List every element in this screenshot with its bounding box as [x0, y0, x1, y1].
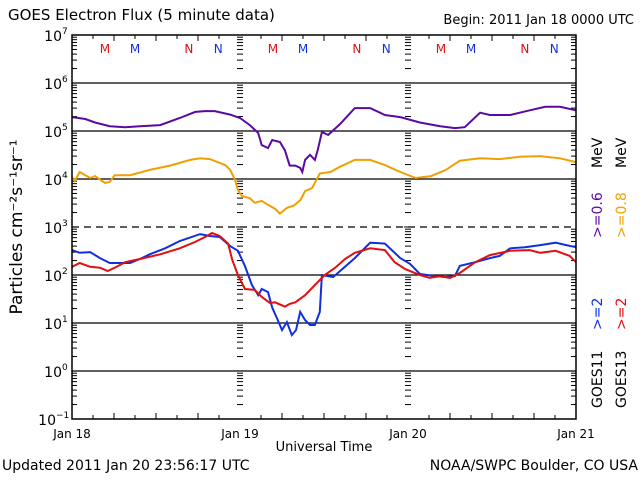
y-tick-base: 10: [38, 413, 56, 429]
x-tick-label: Jan 21: [556, 427, 595, 441]
legend-2-label: >=2: [614, 298, 630, 330]
y-tick-label: 10 −1: [38, 411, 69, 429]
chart-title: GOES Electron Flux (5 minute data): [8, 6, 275, 24]
y-tick-exponent: 2: [62, 267, 68, 277]
series-line-goes11-2-mev: [71, 233, 577, 338]
data-series: [71, 105, 577, 338]
y-tick-exponent: −1: [56, 411, 69, 421]
y-tick-label: 10 5: [44, 123, 68, 141]
y-tick-base: 10: [44, 125, 62, 141]
x-tick-label: Jan 20: [388, 427, 427, 441]
marker-n: N: [184, 42, 193, 56]
y-tick-exponent: 1: [62, 315, 68, 325]
marker-m: M: [466, 42, 476, 56]
marker-m: M: [298, 42, 308, 56]
marker-n: N: [550, 42, 559, 56]
marker-n: N: [520, 42, 529, 56]
y-tick-exponent: 0: [62, 363, 68, 373]
y-tick-base: 10: [44, 365, 62, 381]
marker-m: M: [436, 42, 446, 56]
begin-time: Begin: 2011 Jan 18 0000 UTC: [443, 13, 634, 28]
y-tick-label: 10 4: [44, 171, 68, 189]
y-tick-exponent: 3: [62, 219, 68, 229]
x-axis-label: Universal Time: [276, 440, 373, 455]
marker-n: N: [214, 42, 223, 56]
y-tick-base: 10: [44, 269, 62, 285]
y-tick-exponent: 6: [62, 75, 68, 85]
y-tick-label: 10 3: [44, 219, 68, 237]
y-tick-exponent: 5: [62, 123, 68, 133]
legend-06-label: >=0.6: [590, 192, 606, 238]
y-axis-label: Particles cm⁻²s⁻¹sr⁻¹: [7, 139, 27, 314]
legend: GOES11 >=2 >=0.6 MeV GOES13 >=2 >=0.8 MeV: [590, 137, 630, 408]
x-tick-labels: Jan 18 Jan 19 Jan 20 Jan 21: [52, 427, 595, 441]
x-tick-label: Jan 19: [220, 427, 259, 441]
marker-m: M: [130, 42, 140, 56]
x-tick-label: Jan 18: [52, 427, 91, 441]
legend-goes13-label: GOES13: [614, 351, 630, 408]
legend-goes11-label: GOES11: [590, 351, 606, 408]
y-tick-label: 10 7: [44, 27, 68, 45]
y-tick-base: 10: [44, 173, 62, 189]
y-tick-base: 10: [44, 221, 62, 237]
legend-08-label: >=0.8: [614, 192, 630, 238]
marker-m: M: [100, 42, 110, 56]
legend-2-label: >=2: [590, 298, 606, 330]
y-tick-exponent: 7: [62, 27, 68, 37]
series-line-goes13-2-mev: [71, 231, 577, 308]
marker-n: N: [352, 42, 361, 56]
y-tick-label: 10 1: [44, 315, 68, 333]
series-line-goes11-0-6-mev: [71, 105, 577, 175]
updated-time: Updated 2011 Jan 20 23:56:17 UTC: [2, 458, 250, 474]
marker-n: N: [382, 42, 391, 56]
legend-mev-label: MeV: [614, 137, 630, 168]
y-tick-label: 10 2: [44, 267, 68, 285]
y-tick-exponent: 4: [62, 171, 68, 181]
series-line-goes13-0-8-mev: [71, 155, 577, 215]
y-tick-base: 10: [44, 77, 62, 93]
plot-frame: [71, 34, 577, 420]
legend-mev-label: MeV: [590, 137, 606, 168]
y-tick-label: 10 6: [44, 75, 68, 93]
y-tick-base: 10: [44, 317, 62, 333]
y-tick-label: 10 0: [44, 363, 68, 381]
marker-m: M: [268, 42, 278, 56]
source-credit: NOAA/SWPC Boulder, CO USA: [429, 458, 638, 474]
y-tick-base: 10: [44, 29, 62, 45]
axis-ticks: [72, 35, 576, 420]
